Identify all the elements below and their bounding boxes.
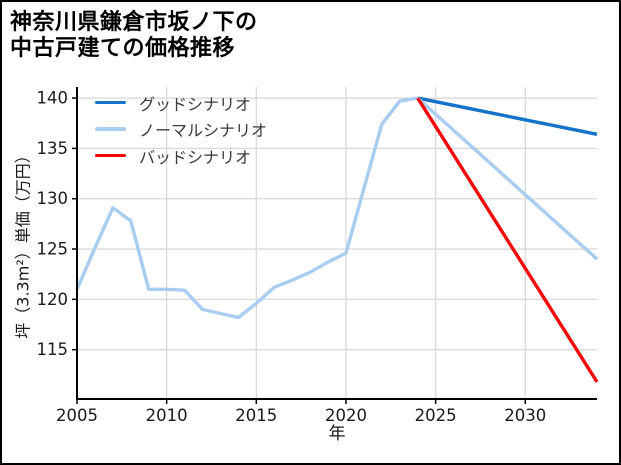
y-tick-label: 115: [37, 340, 69, 359]
legend-item-normal-scenario: ノーマルシナリオ: [95, 121, 267, 140]
y-tick-label: 140: [37, 89, 69, 108]
y-tick-label: 130: [37, 189, 69, 208]
legend-label: ノーマルシナリオ: [139, 121, 268, 140]
x-tick-label: 2025: [415, 406, 457, 425]
x-tick-label: 2020: [325, 406, 367, 425]
y-tick-label: 125: [37, 240, 69, 259]
legend-item-bad-scenario: バッドシナリオ: [95, 147, 267, 167]
x-tick-label: 2030: [504, 406, 546, 425]
x-tick-label: 2010: [146, 406, 188, 425]
legend-label: グッドシナリオ: [139, 94, 252, 114]
legend-line-swatch: [95, 127, 126, 131]
series-line-0: [417, 96, 598, 136]
x-tick-label: 2015: [235, 406, 277, 425]
series-line-2: [416, 97, 599, 383]
legend-label: バッドシナリオ: [139, 147, 252, 167]
chart-title-line1: 神奈川県鎌倉市坂ノ下の: [10, 10, 258, 35]
chart-title-line2: 中古戸建ての価格推移: [10, 36, 236, 61]
y-tick-label: 120: [37, 290, 69, 309]
legend-item-good-scenario: グッドシナリオ: [95, 94, 267, 114]
legend-line-swatch: [95, 153, 126, 158]
y-tick-label: 135: [37, 139, 69, 158]
legend-line-swatch: [95, 100, 126, 105]
series-line-1: [75, 96, 599, 320]
x-tick-label: 2005: [56, 406, 98, 425]
chart-title: 神奈川県鎌倉市坂ノ下の 中古戸建ての価格推移: [10, 10, 258, 62]
legend: グッドシナリオ ノーマルシナリオ バッドシナリオ: [95, 94, 267, 174]
x-axis-label: 年: [329, 424, 346, 444]
y-axis-label: 坪（3.3m²）単価（万円）: [14, 147, 33, 338]
